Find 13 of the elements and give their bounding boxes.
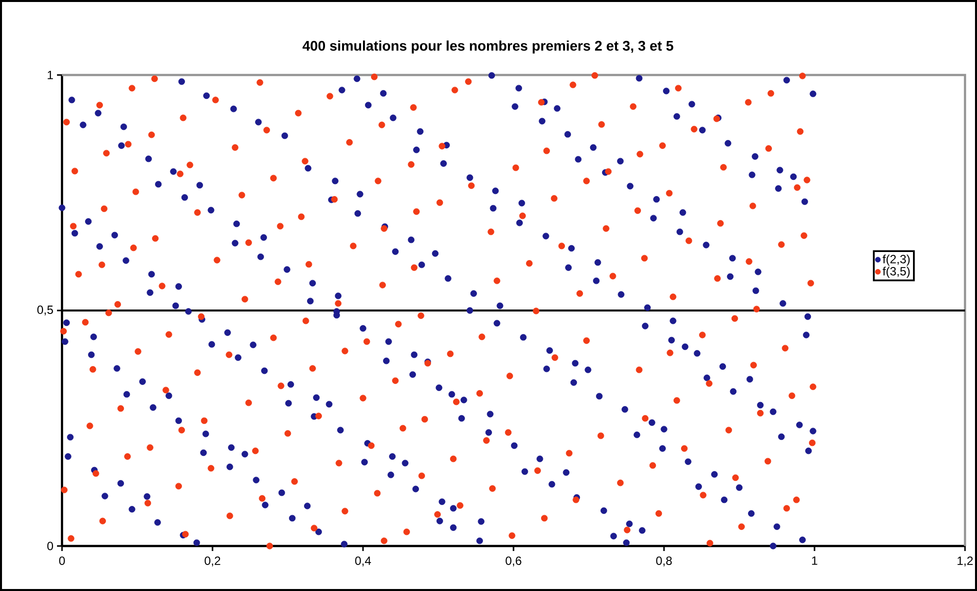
y-tick-label: 1 — [48, 70, 53, 80]
x-tick-label: 0,6 — [506, 556, 522, 566]
y-tick-label: 0 — [47, 542, 54, 550]
legend-label: f(2,3) — [882, 254, 910, 266]
x-tick-label: 0,2 — [204, 556, 220, 566]
legend-label: f(3,5) — [882, 266, 910, 278]
chart-title: 400 simulations pour les nombres premiers 2 et 3, 3 et 5 — [302, 40, 674, 54]
y-tick-label: 0,5 — [37, 306, 53, 316]
x-tick-label: 0 — [59, 556, 65, 565]
x-tick-label: 1 — [812, 556, 818, 565]
x-tick-label: 1,2 — [958, 556, 973, 566]
x-tick-label: 0,4 — [355, 556, 371, 566]
x-tick-label: 0,8 — [656, 556, 672, 566]
